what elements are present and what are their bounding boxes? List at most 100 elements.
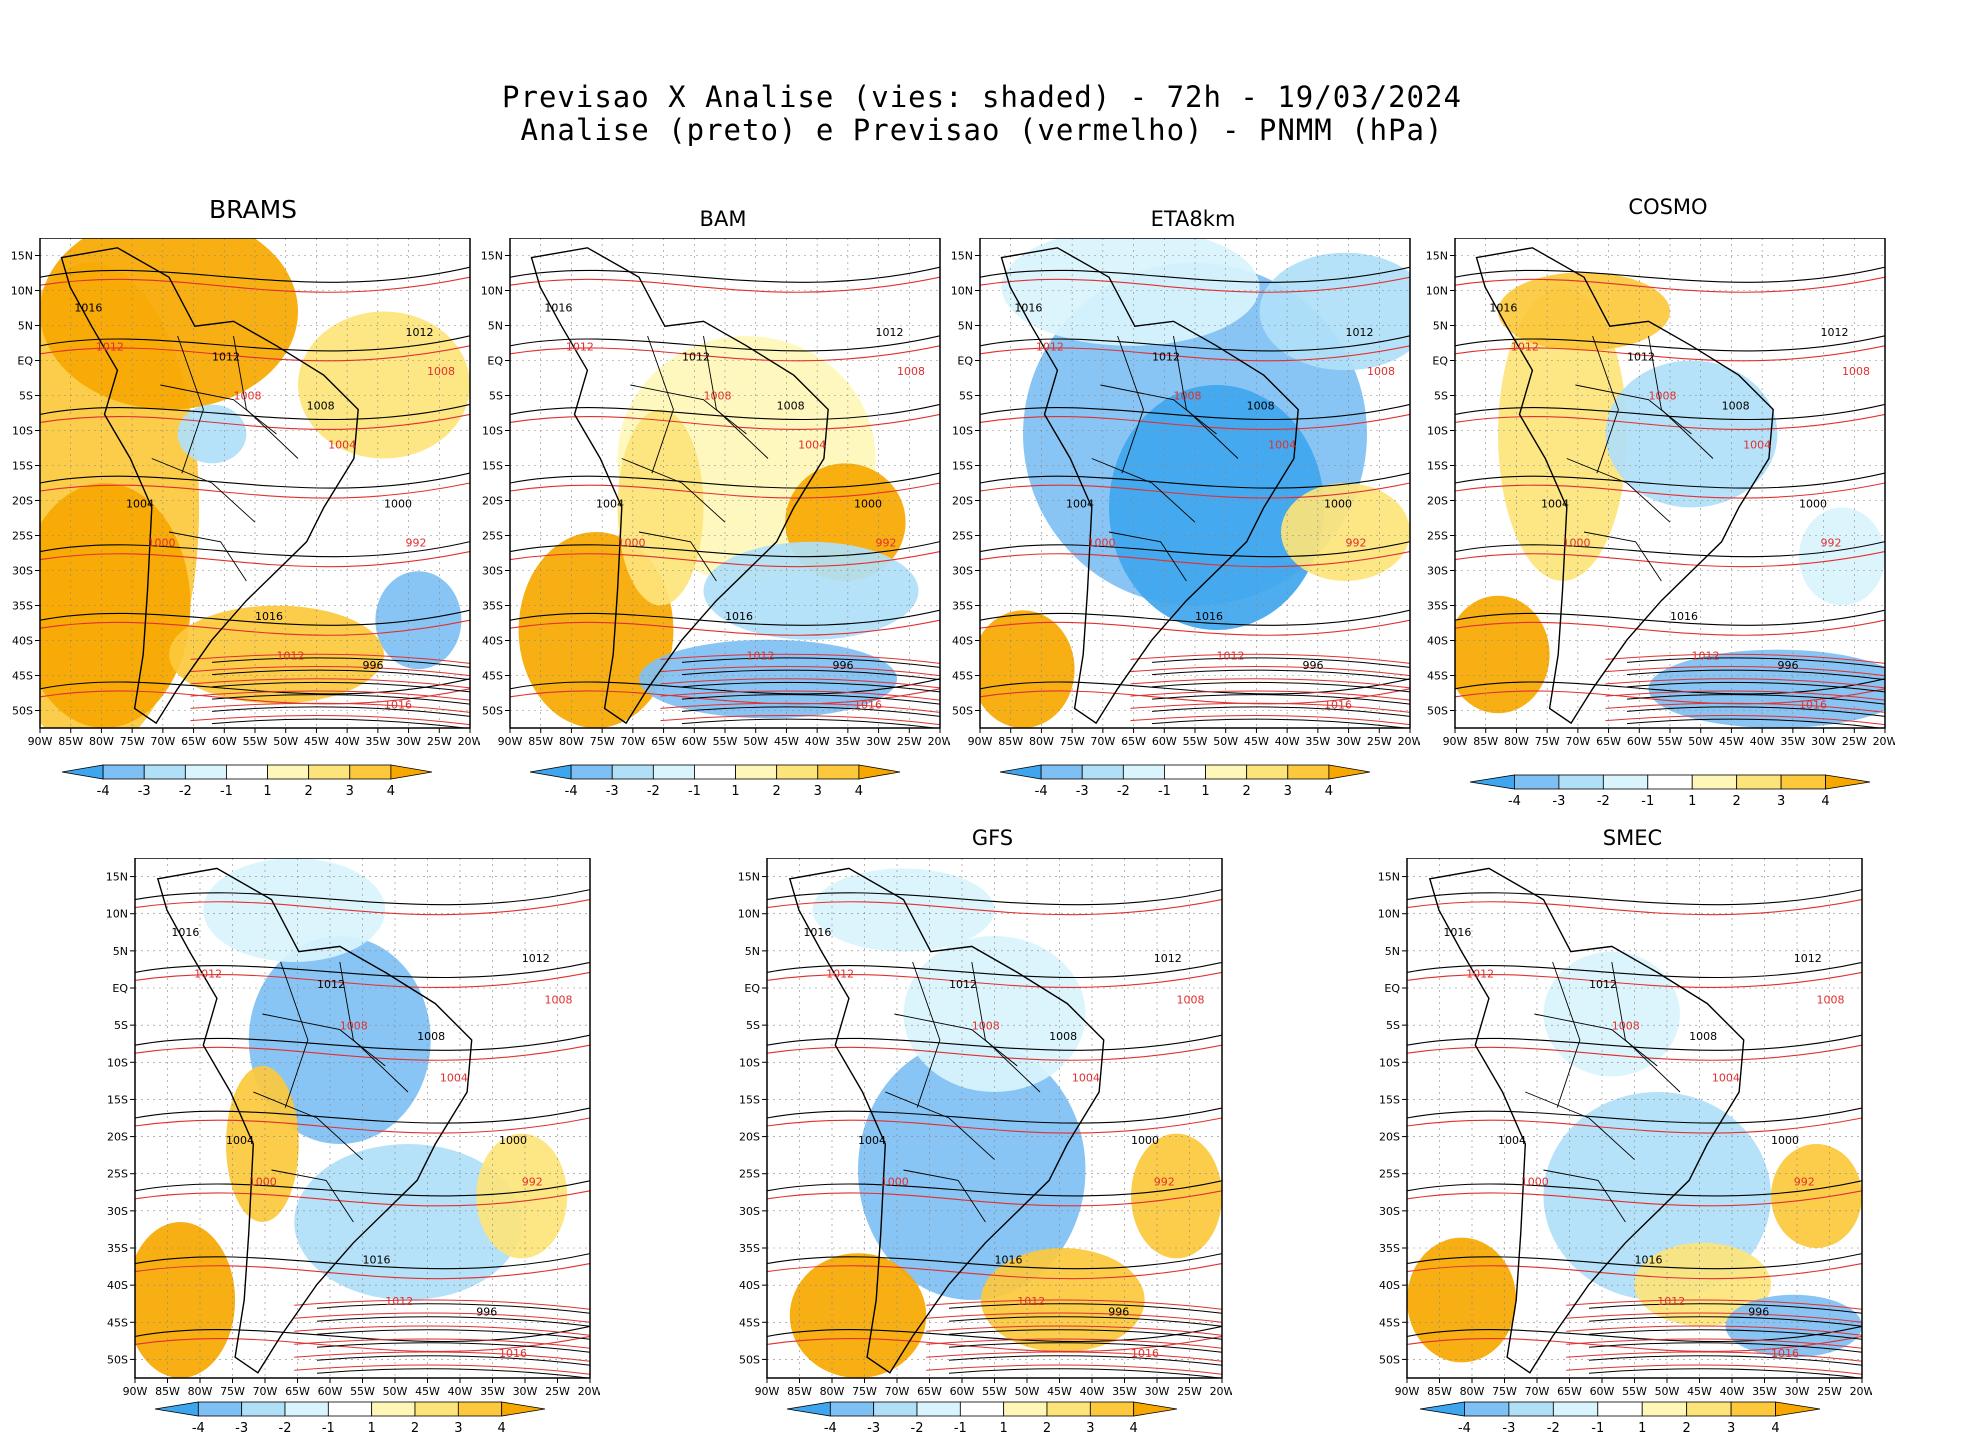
lat-tick-label: 10N <box>481 285 503 298</box>
forecast-isobar <box>510 482 940 499</box>
forecast-isobar <box>510 413 940 430</box>
lon-tick-label: 90W <box>498 735 523 748</box>
colorbar-tick-label: 4 <box>498 1421 506 1436</box>
analysis-isobar-label: 1016 <box>1195 610 1223 623</box>
south-america-coastline <box>156 867 473 1374</box>
lon-tick-label: 20W <box>1210 1385 1232 1398</box>
analysis-isobar <box>980 403 1410 421</box>
lon-tick-label: 25W <box>897 735 922 748</box>
analysis-isobar-label: 1012 <box>949 978 977 991</box>
colorbar-tick-label: 1 <box>731 784 739 799</box>
analysis-isobar-label: 1008 <box>1722 400 1750 413</box>
analysis-isobar <box>510 266 940 283</box>
forecast-isobar-label: 1004 <box>798 439 826 452</box>
analysis-isobar <box>767 1325 1222 1343</box>
forecast-isobar-label: 1012 <box>1017 1295 1045 1308</box>
bias-shading-area <box>203 858 386 962</box>
lon-tick-label: 35W <box>1112 1385 1137 1398</box>
analysis-isobar-label: 1016 <box>1635 1254 1663 1267</box>
lon-tick-label: 55W <box>1658 735 1683 748</box>
colorbar-tick-label: -2 <box>1117 784 1130 799</box>
colorbar-tick-label: 2 <box>1733 794 1741 809</box>
analysis-isobar <box>510 678 940 695</box>
lon-tick-label: 60W <box>682 735 707 748</box>
forecast-isobar-label: 1000 <box>1563 537 1591 550</box>
bias-shading-area <box>1407 1237 1517 1363</box>
colorbar-tick-label: 4 <box>855 784 863 799</box>
forecast-isobar-label: 1004 <box>440 1072 468 1085</box>
forecast-isobar-label: 1008 <box>340 1020 368 1033</box>
lon-tick-label: 25W <box>1817 1385 1842 1398</box>
lat-tick-label: 40S <box>12 635 33 648</box>
lon-tick-label: 75W <box>852 1385 877 1398</box>
lon-tick-label: 65W <box>1557 1385 1582 1398</box>
forecast-isobar-label: 992 <box>1346 537 1367 550</box>
forecast-isobar-label: 1012 <box>566 341 594 354</box>
forecast-isobar <box>1455 551 1885 568</box>
lon-tick-label: 70W <box>1090 735 1115 748</box>
lat-tick-label: 35S <box>739 1242 760 1255</box>
colorbar-tick-label: -2 <box>1597 794 1610 809</box>
colorbar-tick-label: 1 <box>1201 784 1209 799</box>
lat-tick-label: 25S <box>482 530 503 543</box>
colorbar-tick-label: 4 <box>1821 794 1829 809</box>
colorbar-tick-label: -1 <box>1158 784 1171 799</box>
lon-tick-label: 40W <box>335 735 360 748</box>
lat-tick-label: 35S <box>482 600 503 613</box>
lon-tick-label: 40W <box>1750 735 1775 748</box>
analysis-isobar <box>1407 1253 1862 1270</box>
analysis-isobar <box>767 1180 1222 1197</box>
forecast-isobar-label: 1000 <box>148 537 176 550</box>
colorbar-tick-label: 2 <box>305 784 313 799</box>
colorbar-tick-label: 3 <box>1284 784 1292 799</box>
bias-shading-area <box>1001 238 1260 346</box>
analysis-isobar-label: 1004 <box>126 498 154 511</box>
forecast-isobar-label: 1012 <box>385 1295 413 1308</box>
analysis-isobar-label: 1016 <box>1443 926 1471 939</box>
lat-tick-label: 15S <box>12 460 33 473</box>
lat-tick-label: 15N <box>106 871 128 884</box>
lat-tick-label: 45S <box>1379 1316 1400 1329</box>
forecast-isobar <box>767 1335 1222 1352</box>
colorbar-tick-label: -3 <box>606 784 619 799</box>
lon-tick-label: 55W <box>713 735 738 748</box>
forecast-isobar-label: 1012 <box>1692 649 1720 662</box>
bias-shading-area <box>1648 649 1885 728</box>
panel-title-bam: BAM <box>699 207 747 231</box>
lon-tick-label: 45W <box>304 735 329 748</box>
lon-tick-label: 40W <box>1275 735 1300 748</box>
analysis-isobar <box>1455 403 1885 421</box>
forecast-isobar <box>510 619 940 636</box>
forecast-isobar <box>40 482 470 499</box>
lon-tick-label: 75W <box>220 1385 245 1398</box>
lon-tick-label: 60W <box>212 735 237 748</box>
analysis-isobar <box>767 889 1222 906</box>
forecast-isobar-label: 1008 <box>234 390 262 403</box>
map-panel-cosmo: 1016 1012 1012 1008 1008 1004 1004 1000 1000 992 9… <box>1415 238 1895 750</box>
colorbar-tick-label: -1 <box>322 1421 335 1436</box>
analysis-isobar <box>135 961 590 979</box>
colorbar-tick-label: -1 <box>220 784 233 799</box>
lon-tick-label: 85W <box>787 1385 812 1398</box>
lon-tick-label: 35W <box>835 735 860 748</box>
colorbar-tick-label: 2 <box>773 784 781 799</box>
bias-shading-area <box>812 868 995 952</box>
colorbar-tick-label: 3 <box>1086 1421 1094 1436</box>
forecast-isobar <box>1455 482 1885 499</box>
colorbar-tick-label: -3 <box>867 1421 880 1436</box>
forecast-isobar <box>1407 1263 1862 1280</box>
lon-tick-label: 40W <box>1720 1385 1745 1398</box>
forecast-isobar <box>980 413 1410 430</box>
lat-tick-label: 5S <box>1386 1019 1400 1032</box>
lat-tick-label: 25S <box>107 1168 128 1181</box>
forecast-isobar-label: 1008 <box>427 365 455 378</box>
forecast-isobar <box>767 1117 1222 1134</box>
bias-shading-area <box>703 541 919 640</box>
lat-tick-label: 50S <box>1379 1353 1400 1366</box>
forecast-isobar-label: 1012 <box>194 968 222 981</box>
lon-tick-label: 65W <box>285 1385 310 1398</box>
analysis-isobar-label: 1016 <box>544 302 572 315</box>
lon-tick-label: 80W <box>1460 1385 1485 1398</box>
lat-tick-label: 20S <box>1379 1131 1400 1144</box>
colorbar-tick-label: 1 <box>1638 1421 1646 1436</box>
